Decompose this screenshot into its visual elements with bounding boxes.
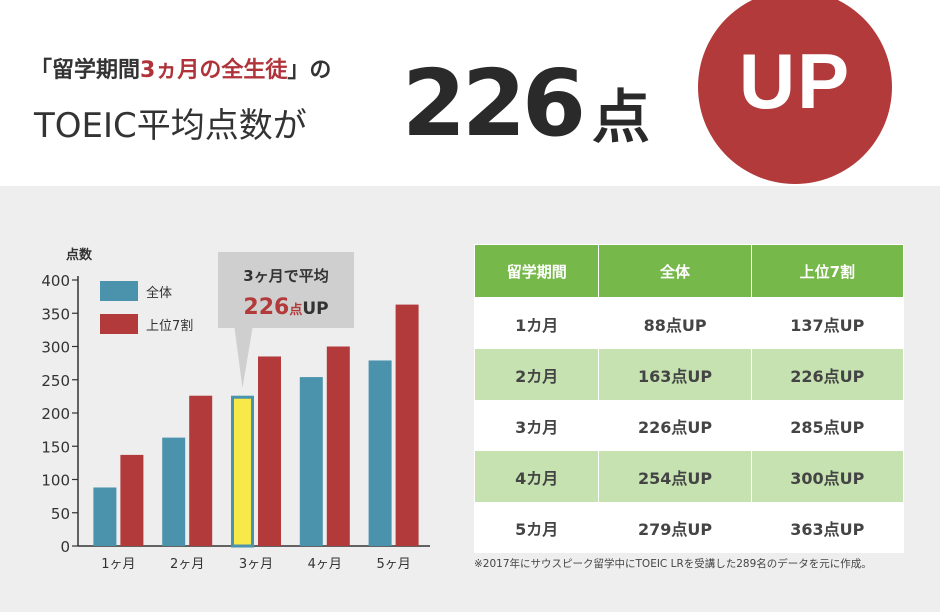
bar-top70 <box>189 395 213 546</box>
table-header-row: 留学期間 全体 上位7割 <box>473 244 905 298</box>
up-badge: UP <box>698 0 892 184</box>
table-row: 4カ月 254点UP 300点UP <box>473 451 905 502</box>
bar-top70 <box>258 356 281 546</box>
table-header-top70: 上位7割 <box>750 244 905 298</box>
y-tick-label: 200 <box>41 405 70 423</box>
bar-all <box>368 360 392 546</box>
table-cell-period: 2カ月 <box>473 349 600 400</box>
bar-top70 <box>120 454 144 546</box>
score-table: 留学期間 全体 上位7割 1カ月 88点UP 137点UP 2カ月 163点UP… <box>473 244 905 553</box>
legend-swatch-top70 <box>100 314 138 334</box>
x-tick-label: 4ヶ月 <box>308 557 342 572</box>
table-cell-all: 163点UP <box>598 349 752 400</box>
y-tick-label: 0 <box>60 538 70 556</box>
legend-label-all: 全体 <box>146 285 172 301</box>
headline-line1: 「留学期間3ヵ月の全生徒」の <box>30 52 331 84</box>
table-row: 3カ月 226点UP 285点UP <box>473 400 905 451</box>
table-cell-period: 1カ月 <box>473 297 600 349</box>
table-cell-period: 5カ月 <box>473 502 600 553</box>
up-badge-label: UP <box>738 37 852 125</box>
x-tick-label: 3ヶ月 <box>239 557 273 572</box>
callout-line1: 3ヶ月で平均 <box>243 267 328 285</box>
x-tick-label: 5ヶ月 <box>376 557 410 572</box>
score-chart: 点数 400 350 300 250 200 150 100 50 0 1ヶ月 2ヶ月 3ヶ月 4ヶ月 5ヶ… <box>0 186 460 612</box>
callout-line2: 226点UP <box>243 295 328 320</box>
legend-swatch-all <box>100 281 138 301</box>
table-cell-all: 88点UP <box>598 297 752 349</box>
x-tick-label: 1ヶ月 <box>101 557 135 572</box>
y-tick-label: 350 <box>41 305 70 323</box>
table-cell-top70: 363点UP <box>750 502 905 553</box>
table-cell-all: 254点UP <box>598 451 752 502</box>
headline-score-unit: 点 <box>592 83 651 151</box>
y-tick-label: 150 <box>41 438 70 456</box>
y-tick-label: 100 <box>41 472 70 490</box>
y-tick-label: 50 <box>51 505 70 523</box>
bar-all <box>93 487 117 546</box>
callout-unit: 点 <box>289 302 302 318</box>
y-tick-label: 300 <box>41 339 70 357</box>
table-cell-top70: 137点UP <box>750 297 905 349</box>
y-tick-label: 400 <box>41 272 70 290</box>
table-cell-top70: 300点UP <box>750 451 905 502</box>
headline-score: 226 <box>402 50 586 157</box>
headline-line1-open: 「留学期間 <box>30 58 141 83</box>
bar-all-highlighted <box>231 395 254 548</box>
bar-top70 <box>326 346 350 546</box>
y-tick-label: 250 <box>41 372 70 390</box>
bar-all <box>162 437 186 546</box>
table-cell-period: 3カ月 <box>473 400 600 451</box>
table-cell-top70: 226点UP <box>750 349 905 400</box>
headline-banner: 「留学期間3ヵ月の全生徒」の TOEIC平均点数が 226 点 UP <box>0 0 940 186</box>
data-source-note: ※2017年にサウスピーク留学中にTOEIC LRを受講した289名のデータを元… <box>474 558 872 570</box>
score-table-container: 留学期間 全体 上位7割 1カ月 88点UP 137点UP 2カ月 163点UP… <box>473 244 905 553</box>
y-axis-label: 点数 <box>66 247 93 263</box>
callout-box <box>218 252 354 328</box>
table-cell-all: 226点UP <box>598 400 752 451</box>
legend-label-top70: 上位7割 <box>146 318 193 334</box>
table-row: 1カ月 88点UP 137点UP <box>473 297 905 349</box>
table-cell-all: 279点UP <box>598 502 752 553</box>
table-cell-period: 4カ月 <box>473 451 600 502</box>
callout-number: 226 <box>243 295 289 320</box>
table-row: 2カ月 163点UP 226点UP <box>473 349 905 400</box>
headline-line2: TOEIC平均点数が <box>34 106 307 146</box>
headline-line1-close: 」の <box>287 58 332 83</box>
callout-suffix: UP <box>302 299 328 319</box>
table-cell-top70: 285点UP <box>750 400 905 451</box>
headline-line1-accent: 3ヵ月の全生徒 <box>140 58 288 83</box>
bar-chart-svg: 点数 400 350 300 250 200 150 100 50 0 1ヶ月 2ヶ月 3ヶ月 4ヶ月 5ヶ… <box>41 247 430 572</box>
table-row: 5カ月 279点UP 363点UP <box>473 502 905 553</box>
x-tick-label: 2ヶ月 <box>170 557 204 572</box>
table-header-period: 留学期間 <box>473 244 600 298</box>
table-header-all: 全体 <box>598 244 752 298</box>
callout-pointer <box>234 328 253 388</box>
bar-all <box>299 377 323 546</box>
bar-top70 <box>395 304 419 546</box>
